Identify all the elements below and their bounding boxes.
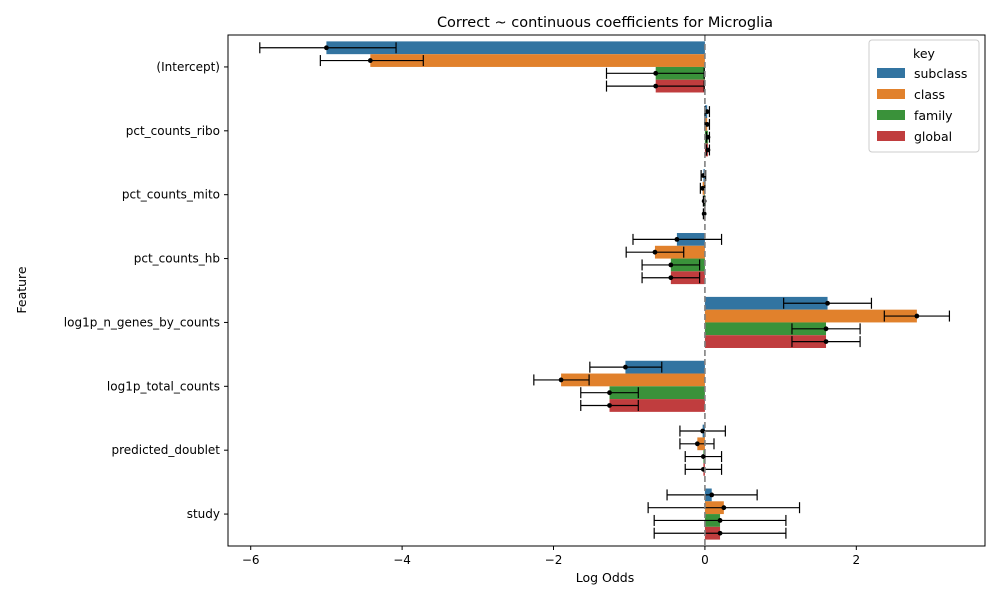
bar-class [704,309,917,323]
estimate-point [558,377,564,383]
legend-label-global: global [914,129,952,144]
x-tick-label: −4 [393,553,411,567]
estimate-point [324,45,329,51]
estimate-point [914,313,920,319]
y-tick-label: pct_counts_ribo [126,124,220,138]
estimate-point [700,428,706,434]
estimate-point [717,530,723,536]
y-tick-label: (Intercept) [156,60,220,74]
estimate-point [653,70,659,76]
y-tick-label: predicted_doublet [111,443,220,457]
estimate-point [704,109,710,115]
y-tick-label: log1p_n_genes_by_counts [64,315,220,329]
estimate-point [700,185,706,191]
estimate-point [367,58,373,63]
legend: key subclass class family global [868,39,980,153]
bar-subclass [625,360,705,374]
estimate-point [709,492,715,498]
legend-swatch-class [877,89,905,99]
x-tick-label: 0 [701,553,709,567]
legend-label-class: class [914,87,945,102]
legend-label-subclass: subclass [914,66,967,81]
y-axis-label: Feature [14,266,29,314]
estimate-point [823,339,829,344]
y-tick-label: pct_counts_hb [134,252,220,266]
estimate-point [700,454,706,459]
legend-swatch-subclass [877,68,905,78]
bar-class [370,54,705,67]
bar-class [561,373,705,387]
bar-global [609,399,705,412]
estimate-point [823,326,829,332]
y-tick-label: log1p_total_counts [107,379,220,393]
plot-frame [227,34,986,547]
estimate-point [668,275,674,281]
estimate-point [721,505,727,511]
bar-family [704,322,827,336]
x-axis-label: Log Odds [576,570,635,585]
bar-family [609,386,705,400]
bar-subclass [704,296,828,310]
estimate-point [607,403,612,408]
estimate-point [607,390,612,396]
estimate-point [653,83,659,89]
x-tick-label: −2 [545,553,563,567]
x-tick-label: −6 [242,553,260,567]
estimate-point [694,441,700,447]
chart-title: Correct ~ continuous coefficients for Mi… [437,15,773,31]
estimate-point [674,237,680,242]
estimate-point [705,147,711,153]
x-tick-label: 2 [852,553,860,567]
estimate-point [668,262,674,268]
legend-label-family: family [914,108,953,123]
estimate-point [825,300,830,306]
legend-swatch-global [877,131,905,141]
estimate-point [704,122,710,127]
legend-swatch-family [877,110,905,120]
estimate-point [705,134,711,140]
bar-subclass [326,41,705,55]
plot-area: −6 −4 −2 0 2 (Intercept) pct_counts_ribo pct_co… [64,35,951,567]
estimate-point [623,364,628,370]
bar-global [704,335,827,348]
estimate-point [652,249,658,255]
estimate-point [717,518,723,523]
y-tick-label: study [187,507,220,521]
legend-title: key [913,46,935,61]
y-tick-label: pct_counts_mito [122,188,220,202]
